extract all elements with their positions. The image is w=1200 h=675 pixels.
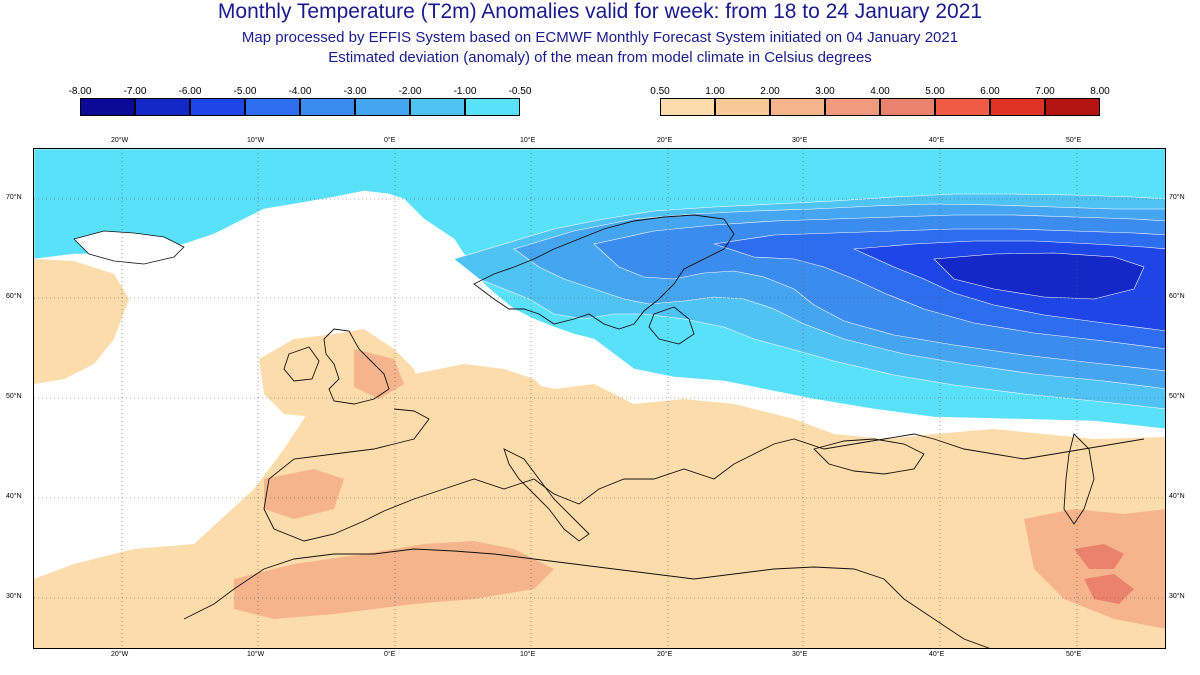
coastline-europe xyxy=(263,408,1145,542)
warm-scale-label: 3.00 xyxy=(815,86,835,97)
anomaly-map xyxy=(33,148,1166,649)
graticule xyxy=(34,149,1165,648)
longitude-label: 10°E xyxy=(520,137,536,144)
moderate-warm-north-africa xyxy=(234,541,554,619)
warm-zone-atlantic xyxy=(34,259,129,384)
map-title: Monthly Temperature (T2m) Anomalies vali… xyxy=(217,0,983,23)
cold-scale-label: -1.00 xyxy=(453,86,477,97)
warm-zone-central-europe xyxy=(414,364,554,414)
cold-scale-label: -7.00 xyxy=(123,86,147,97)
longitude-label: 10°W xyxy=(247,137,265,144)
warm-scale-swatch xyxy=(990,98,1045,116)
longitude-label: 20°E xyxy=(657,651,673,658)
coastline-caspian xyxy=(1063,433,1095,525)
longitude-label: 40°E xyxy=(929,651,945,658)
strong-warm-spot-southeast xyxy=(1084,574,1134,604)
longitude-label: 0°E xyxy=(384,137,396,144)
latitude-label: 40°N xyxy=(6,493,22,500)
cold-scale-label: -8.00 xyxy=(68,86,92,97)
coastline-italy xyxy=(503,448,590,542)
coastline-uk xyxy=(323,328,390,405)
warm-zone-uk xyxy=(259,329,424,427)
cold-scale-swatch xyxy=(465,98,520,116)
map-subtitle-units: Estimated deviation (anomaly) of the mea… xyxy=(328,49,872,66)
cold-scale-swatch xyxy=(190,98,245,116)
warm-scale-label: 8.00 xyxy=(1090,86,1110,97)
longitude-label: 20°E xyxy=(657,137,673,144)
latitude-label: 50°N xyxy=(6,393,22,400)
latitude-label: 70°N xyxy=(1169,194,1185,201)
moderate-warm-anomaly-zone xyxy=(234,349,1165,629)
cold-scale-label: -3.00 xyxy=(343,86,367,97)
map-subtitle-processing: Map processed by EFFIS System based on E… xyxy=(241,29,959,46)
warm-scale-swatch xyxy=(1045,98,1100,116)
cold-scale-swatch xyxy=(300,98,355,116)
longitude-label: 20°W xyxy=(111,137,129,144)
warm-scale-label: 4.00 xyxy=(870,86,890,97)
strong-warm-spot-east xyxy=(1074,544,1124,569)
cold-level-7 xyxy=(933,252,1145,300)
warm-anomaly-color-scale: 0.50 1.00 2.00 3.00 4.00 5.00 6.00 7.00 8.00 xyxy=(620,86,1180,122)
longitude-label: 20°W xyxy=(111,651,129,658)
cold-scale-label: -0.50 xyxy=(508,86,532,97)
latitude-label: 30°N xyxy=(6,593,22,600)
latitude-label: 60°N xyxy=(1169,293,1185,300)
cold-scale-swatch xyxy=(135,98,190,116)
warm-scale-swatch xyxy=(880,98,935,116)
longitude-label: 10°E xyxy=(520,651,536,658)
cold-anomaly-zone xyxy=(34,149,1165,430)
coastline-black-sea xyxy=(813,438,925,475)
moderate-warm-iberia xyxy=(264,469,344,519)
warm-scale-label: 6.00 xyxy=(980,86,1000,97)
warm-zone-east xyxy=(594,424,1165,648)
latitude-label: 30°N xyxy=(1169,593,1185,600)
longitude-label: 50°E xyxy=(1066,651,1082,658)
longitude-label: 50°E xyxy=(1066,137,1082,144)
cold-scale-label: -2.00 xyxy=(398,86,422,97)
warm-scale-swatch xyxy=(770,98,825,116)
warm-scale-swatch xyxy=(715,98,770,116)
warm-scale-label: 2.00 xyxy=(760,86,780,97)
iceland-outline xyxy=(73,230,185,265)
longitude-label: 30°E xyxy=(792,137,808,144)
warm-scale-label: 1.00 xyxy=(705,86,725,97)
latitude-label: 60°N xyxy=(6,293,22,300)
warm-scale-label: 5.00 xyxy=(925,86,945,97)
cold-scale-swatch xyxy=(410,98,465,116)
warm-scale-label: 7.00 xyxy=(1035,86,1055,97)
cold-scale-label: -4.00 xyxy=(288,86,312,97)
longitude-label: 30°E xyxy=(792,651,808,658)
coastlines xyxy=(183,214,1145,648)
longitude-label: 10°W xyxy=(247,651,265,658)
warm-scale-swatch xyxy=(825,98,880,116)
latitude-label: 50°N xyxy=(1169,393,1185,400)
warm-scale-swatch xyxy=(935,98,990,116)
coastline-baltic xyxy=(648,306,695,345)
latitude-label: 40°N xyxy=(1169,493,1185,500)
cold-scale-label: -6.00 xyxy=(178,86,202,97)
cold-scale-label: -5.00 xyxy=(233,86,257,97)
coastline-scandinavia xyxy=(473,214,735,330)
longitude-label: 40°E xyxy=(929,137,945,144)
coastline-north-africa xyxy=(183,548,990,648)
warm-scale-swatch xyxy=(660,98,715,116)
cold-scale-swatch xyxy=(355,98,410,116)
moderate-warm-uk xyxy=(354,349,404,399)
strong-warm-anomaly-zone xyxy=(1074,544,1134,604)
cold-scale-swatch xyxy=(80,98,135,116)
coastline-ireland xyxy=(283,346,320,382)
cold-scale-swatch xyxy=(245,98,300,116)
longitude-label: 0°E xyxy=(384,651,396,658)
cold-anomaly-color-scale: -8.00 -7.00 -6.00 -5.00 -4.00 -3.00 -2.00 -1.00… xyxy=(40,86,600,122)
warm-scale-label: 0.50 xyxy=(650,86,670,97)
latitude-label: 70°N xyxy=(6,194,22,201)
